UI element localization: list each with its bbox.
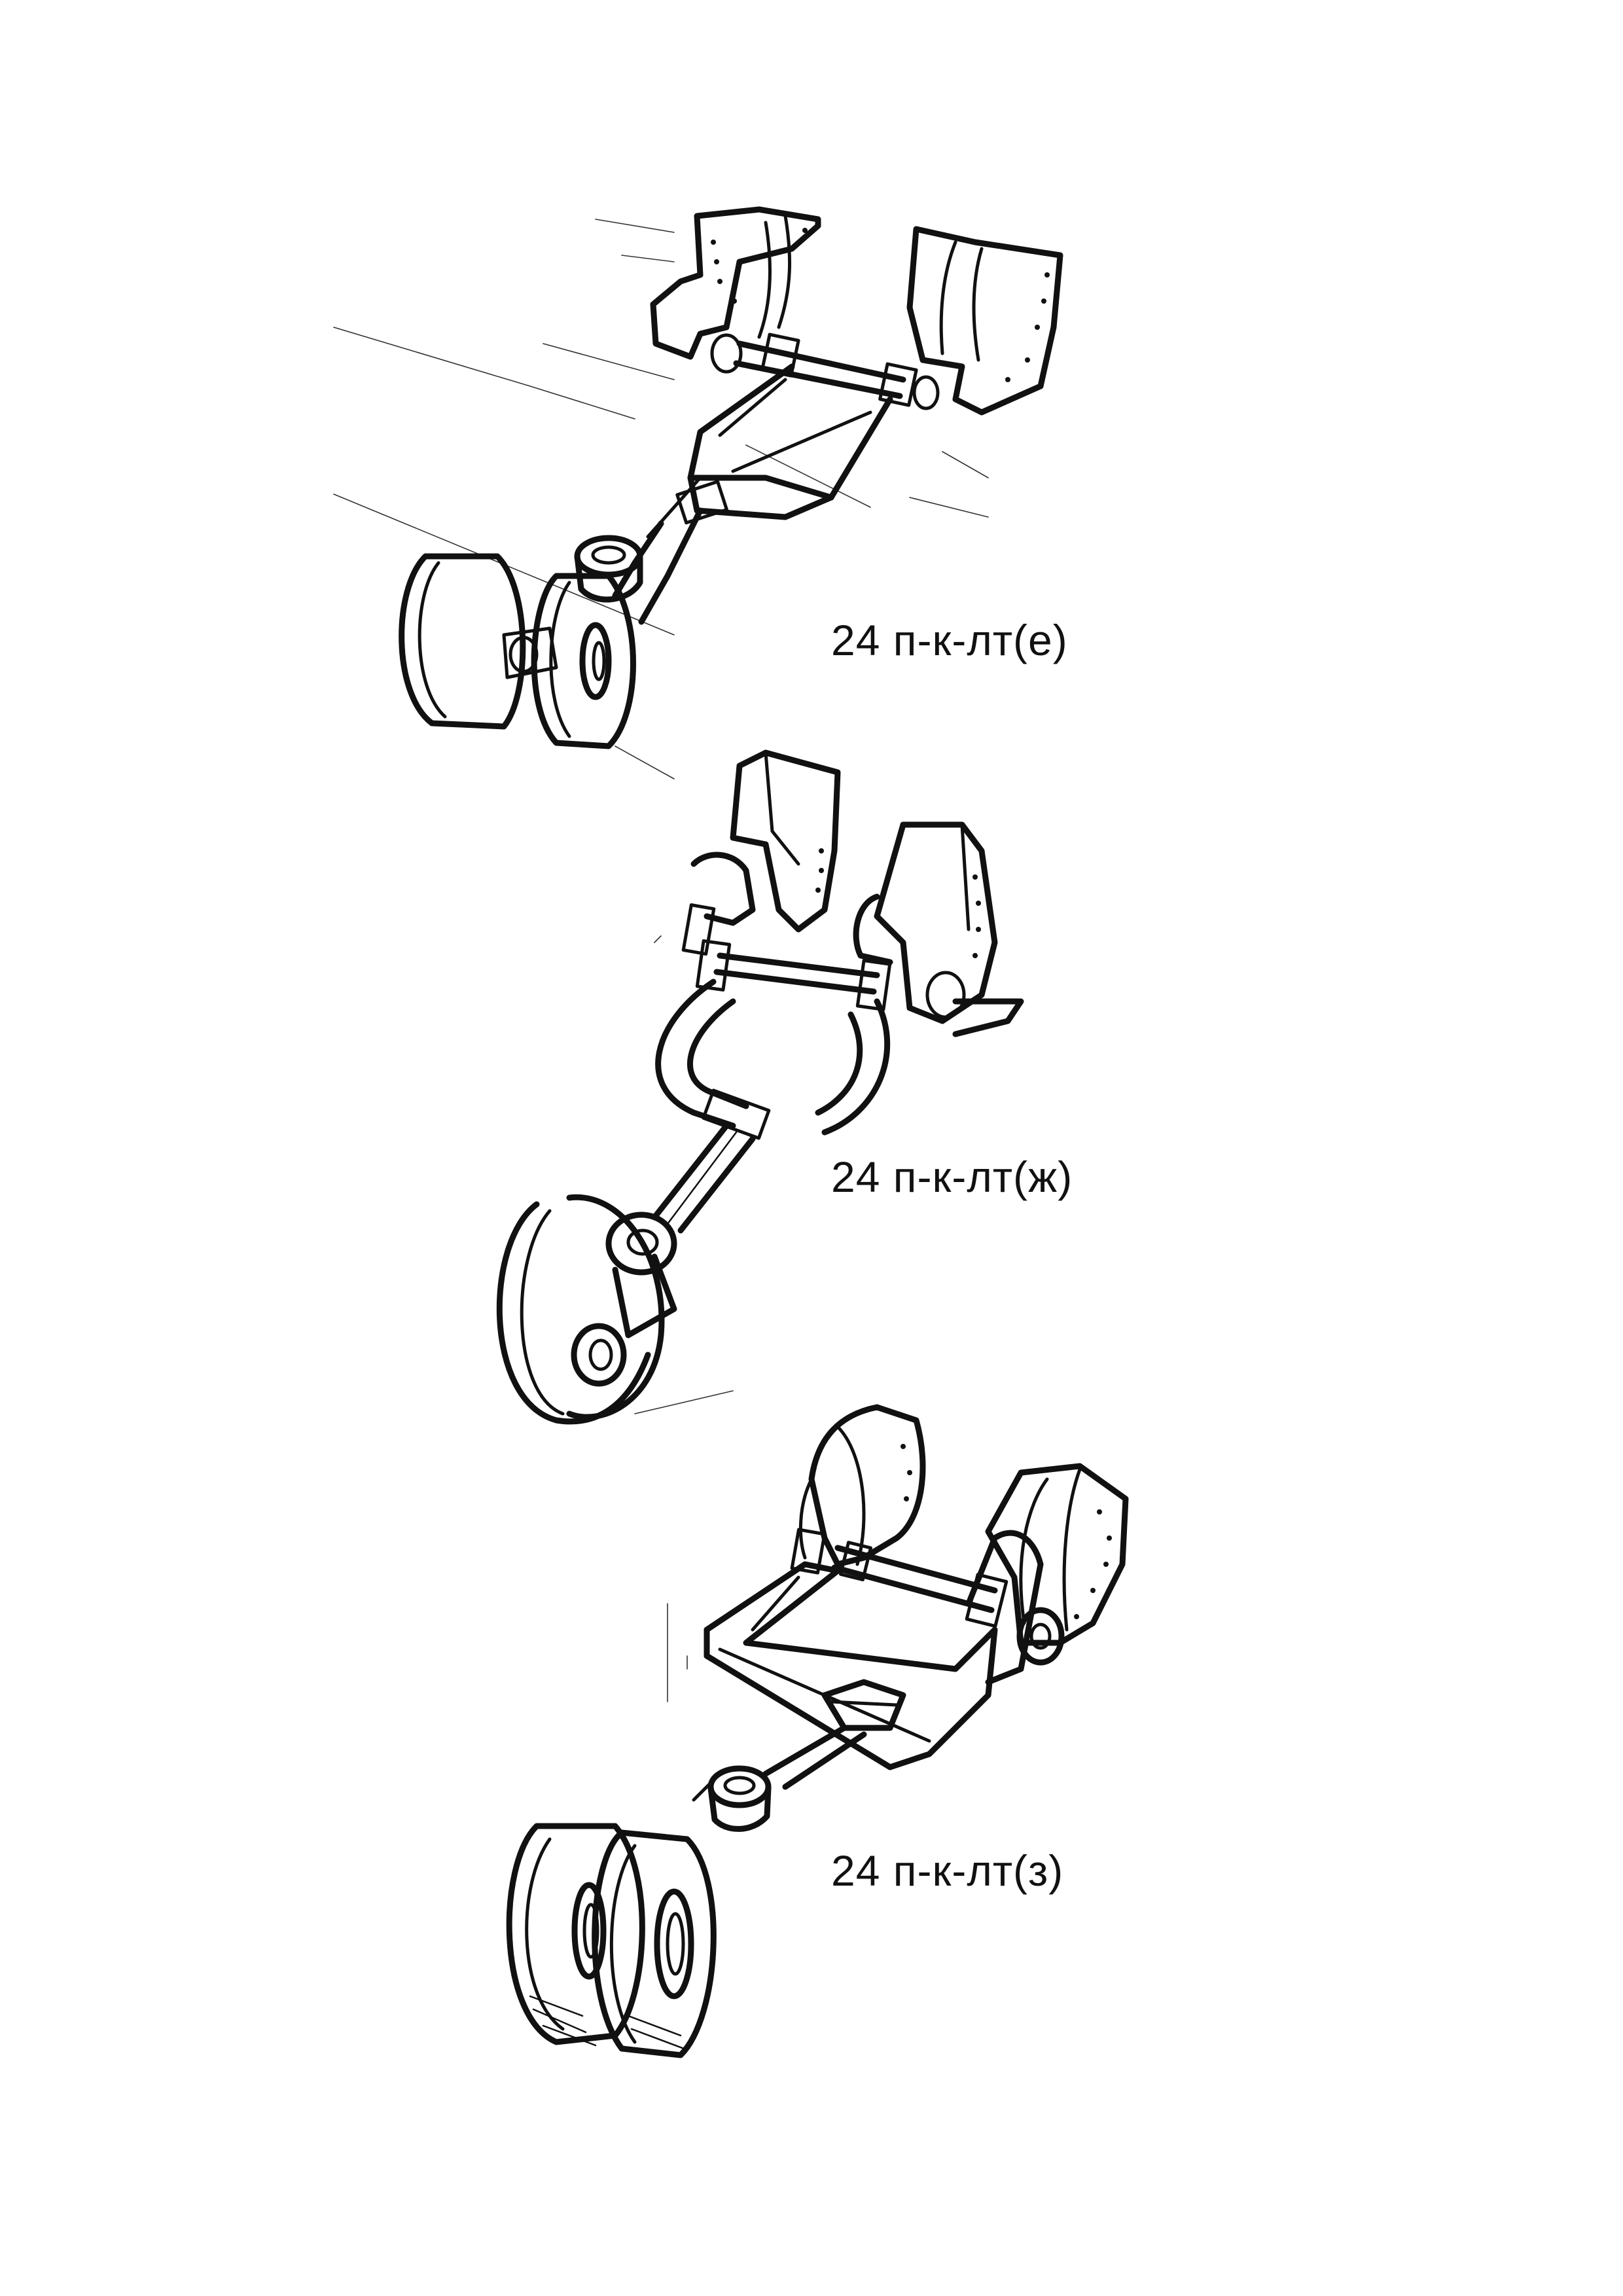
stray-mark <box>654 935 662 943</box>
left-mount-bracket <box>790 1404 926 1575</box>
rectangular-frame <box>704 1561 998 1770</box>
figure-caption-zh: 24 п-к-лт(ж) <box>831 1153 1073 1201</box>
cross-axle <box>710 332 940 410</box>
main-strut <box>692 1725 867 1832</box>
reference-line <box>543 343 675 380</box>
reference-line <box>333 327 635 420</box>
landing-gear-sketch-e <box>333 170 1086 798</box>
reference-line <box>621 255 675 262</box>
landing-gear-sketch-zh <box>458 746 1086 1440</box>
right-mount-bracket <box>906 226 1063 416</box>
left-mount-bracket <box>650 206 821 360</box>
main-strut <box>651 1122 756 1234</box>
left-mount-bracket <box>681 749 841 956</box>
reference-line <box>909 497 989 518</box>
reference-line <box>634 1390 734 1414</box>
figure-caption-e: 24 п-к-лт(е) <box>831 616 1068 664</box>
right-mount-bracket <box>965 1463 1129 1685</box>
landing-gear-drawing-zh <box>496 749 1024 1425</box>
reference-line <box>595 219 675 233</box>
landing-gear-drawing-e <box>333 206 1063 780</box>
figure-caption-z: 24 п-к-лт(з) <box>831 1846 1064 1895</box>
cross-axle <box>695 939 892 1011</box>
twin-wheels <box>399 553 636 749</box>
twin-wheels <box>506 1823 717 2058</box>
right-mount-bracket <box>853 821 1024 1037</box>
reference-line <box>615 745 675 780</box>
a-frame-strut <box>612 363 893 625</box>
reference-line <box>942 451 989 478</box>
cross-axle <box>831 1541 1008 1628</box>
swivel-head <box>574 535 643 603</box>
landing-gear-sketch-z <box>471 1404 1132 2081</box>
curved-yoke <box>655 978 891 1140</box>
landing-gear-drawing-z <box>506 1404 1129 2058</box>
single-wheel <box>496 1194 677 1425</box>
